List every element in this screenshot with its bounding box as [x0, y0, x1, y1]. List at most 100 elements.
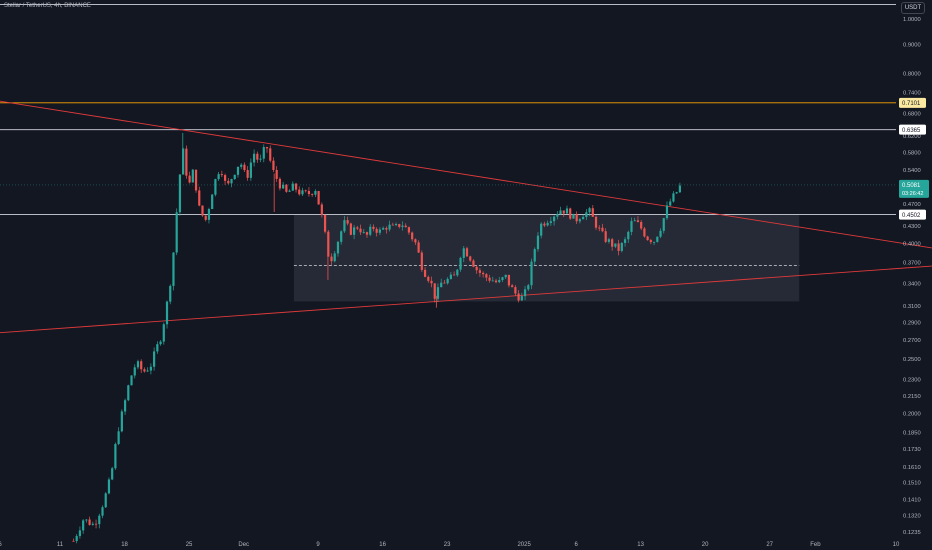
candle-body-20	[136, 361, 140, 368]
candle-body-167	[611, 239, 614, 247]
candle-body-153	[565, 208, 569, 214]
candle-body-95	[378, 229, 382, 233]
candle-body-13	[114, 444, 117, 469]
candle-body-163	[598, 227, 601, 229]
candle-body-188	[678, 185, 681, 193]
candle-body-136	[511, 285, 514, 288]
candle-body-74	[311, 194, 314, 195]
candle-body-134	[504, 274, 507, 278]
candle-body-76	[317, 191, 320, 205]
candle-body-130	[491, 280, 494, 282]
candle-body-181	[656, 236, 659, 242]
consolidation-zone[interactable]	[293, 214, 800, 302]
candle-body-105	[411, 232, 414, 240]
candle-body-12	[111, 468, 114, 480]
last-price-text: 0.5081	[902, 183, 921, 189]
candle-body-78	[323, 215, 327, 232]
candle-body-80	[330, 256, 333, 262]
horizontal-levels[interactable]	[0, 4, 896, 216]
candle-body-129	[488, 277, 491, 281]
candle-body-113	[436, 287, 440, 299]
candle-body-49	[230, 179, 233, 184]
y-tick-label-12: 0.3700	[903, 261, 921, 267]
y-tick-label-14: 0.3100	[903, 304, 921, 310]
candle-body-33	[178, 174, 182, 213]
level-price-tag-1	[899, 97, 926, 108]
candle-body-178	[646, 236, 649, 241]
trend-lines[interactable]	[0, 100, 932, 334]
y-tick-label-24: 0.1510	[903, 481, 921, 487]
candle-body-187	[675, 192, 678, 194]
time-axis[interactable]: 6 11 18 25 Dec 9 16 23 2025 6 13 20 27 Feb 10	[0, 542, 900, 548]
y-tick-label-5: 0.6200	[903, 134, 921, 140]
candle-body-66	[285, 184, 288, 192]
candle-body-81	[333, 253, 336, 262]
trend-line-0	[0, 100, 932, 249]
candle-body-106	[414, 239, 417, 243]
candle-body-138	[517, 293, 520, 301]
candle-body-107	[417, 242, 420, 253]
candle-body-75	[314, 191, 317, 195]
y-tick-label-19: 0.2150	[903, 394, 921, 400]
candle-body-67	[288, 190, 291, 192]
candle-body-150	[556, 214, 559, 217]
candle-body-26	[156, 344, 159, 352]
y-tick-label-23: 0.1610	[903, 465, 921, 471]
candle-body-70	[298, 189, 301, 195]
x-tick-label-4: Dec	[238, 542, 249, 548]
y-tick-label-6: 0.5800	[903, 150, 921, 156]
candle-body-87	[352, 227, 356, 235]
candle-body-156	[575, 213, 578, 222]
candle-body-69	[294, 183, 298, 190]
x-tick-label-7: 23	[444, 542, 451, 548]
candle-body-59	[262, 147, 265, 159]
candle-body-135	[507, 274, 511, 286]
last-price-tag	[899, 179, 929, 198]
x-tick-label-6: 16	[379, 542, 386, 548]
y-tick-label-10: 0.4300	[903, 224, 921, 230]
candle-body-137	[514, 287, 517, 294]
candle-body-56	[253, 153, 256, 163]
currency-button[interactable]: USDT	[901, 2, 925, 14]
candle-body-119	[456, 269, 459, 276]
y-tick-label-1: 0.9000	[903, 43, 921, 49]
candle-body-60	[265, 147, 269, 149]
candle-body-96	[382, 228, 385, 230]
candle-body-124	[472, 260, 475, 267]
candle-body-142	[530, 261, 533, 286]
candle-body-58	[259, 158, 262, 160]
candle-body-115	[443, 282, 446, 284]
candle-body-121	[462, 248, 465, 258]
candle-body-24	[149, 366, 152, 371]
candle-body-3	[82, 520, 85, 531]
level-price-text-3: 0.4502	[902, 213, 921, 219]
candle-body-39	[198, 190, 201, 206]
candle-body-79	[327, 231, 330, 257]
candle-body-100	[394, 223, 398, 226]
x-tick-label-8: 2025	[517, 542, 531, 548]
candle-body-2	[78, 530, 82, 537]
candle-body-98	[388, 224, 391, 230]
candle-body-147	[546, 222, 549, 226]
candle-body-31	[172, 252, 175, 286]
candle-body-1	[75, 536, 78, 542]
candle-body-21	[140, 361, 143, 370]
candle-body-126	[478, 270, 481, 273]
y-tick-label-25: 0.1410	[903, 497, 921, 503]
candle-body-35	[185, 148, 188, 176]
candle-body-52	[240, 164, 243, 167]
price-axis[interactable]: 1.0000 0.9000 0.8000 0.7400 0.6800 0.6200 0.58…	[903, 17, 921, 536]
candle-body-42	[207, 209, 211, 220]
candle-body-149	[552, 216, 556, 222]
y-tick-label-4: 0.6800	[903, 111, 921, 117]
candle-body-19	[133, 367, 136, 376]
candle-body-184	[665, 205, 669, 219]
y-tick-label-9: 0.4700	[903, 202, 921, 208]
candle-body-51	[236, 166, 240, 175]
symbol-title[interactable]: Stellar / TetherUS, 4h, BINANCE	[4, 3, 91, 9]
candle-body-109	[423, 269, 427, 277]
candle-body-41	[204, 215, 207, 220]
y-tick-label-22: 0.1730	[903, 447, 921, 453]
candle-body-68	[291, 183, 294, 191]
